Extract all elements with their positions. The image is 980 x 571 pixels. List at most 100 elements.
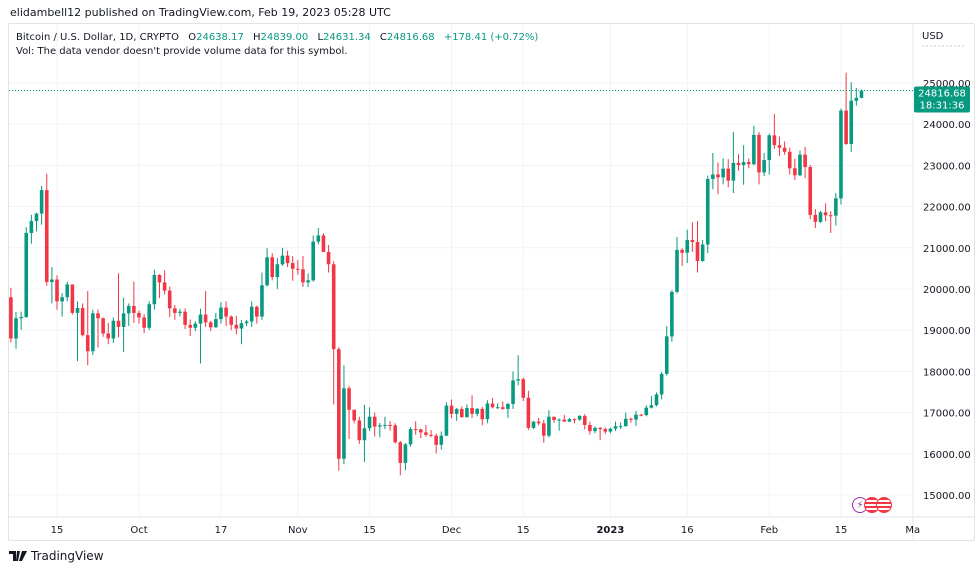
candle-body: [208, 322, 213, 328]
candle-body: [9, 297, 13, 339]
candle-up: [19, 311, 23, 330]
candle-body: [834, 198, 838, 216]
candle-body: [623, 418, 628, 427]
candle-down: [301, 256, 305, 287]
candle-down: [142, 314, 146, 334]
candle-up: [91, 309, 95, 355]
candle-body: [859, 90, 864, 98]
candle-up: [721, 158, 725, 185]
candle-down: [480, 406, 485, 426]
candle-body: [362, 428, 367, 441]
candle-body: [813, 214, 818, 222]
candle-up: [608, 427, 613, 434]
candle-body: [183, 311, 187, 325]
candles: [9, 72, 864, 476]
candle-body: [126, 305, 131, 314]
candle-down: [321, 233, 326, 252]
time-tick-label: Feb: [760, 525, 778, 536]
candle-body: [65, 284, 70, 298]
candle-down: [808, 164, 813, 219]
candle-down: [598, 427, 602, 441]
candle-down: [85, 291, 90, 366]
high-label: H: [253, 32, 261, 43]
candle-down: [55, 275, 59, 310]
candle-body: [470, 408, 474, 414]
candle-body: [793, 168, 797, 176]
publish-info: elidambell12 published on TradingView.co…: [10, 6, 391, 19]
candle-body: [311, 241, 315, 281]
candle-up: [244, 319, 249, 327]
time-tick-label: Oct: [130, 525, 147, 536]
candle-down: [372, 412, 377, 437]
candle-down: [96, 309, 100, 348]
candle-down: [347, 385, 351, 439]
candle-body: [803, 154, 807, 168]
symbol-legend: Bitcoin / U.S. Dollar, 1D, CRYPTO O24638…: [16, 31, 544, 59]
candle-body: [424, 432, 428, 435]
candle-up: [111, 317, 116, 343]
tradingview-logo[interactable]: TradingView: [9, 549, 104, 563]
candle-body: [316, 235, 321, 242]
candle-down: [562, 414, 567, 422]
time-tick-label: 15: [835, 525, 848, 536]
economic-events[interactable]: ⚡: [852, 497, 892, 513]
candle-down: [208, 320, 213, 332]
candle-body: [849, 100, 854, 144]
candle-down: [787, 147, 792, 175]
time-tick-label: 15: [51, 525, 64, 536]
volume-note: Vol: The data vendor doesn't provide vol…: [16, 46, 348, 57]
candle-up: [383, 416, 387, 430]
candle-body: [746, 162, 751, 165]
candle-body: [270, 257, 275, 278]
candle-body: [290, 263, 295, 269]
candle-body: [536, 421, 541, 424]
candle-down: [337, 347, 341, 471]
candle-body: [531, 421, 536, 428]
candle-body: [265, 257, 269, 286]
last-price-value: 24816.68: [918, 89, 966, 100]
candle-down: [588, 421, 592, 435]
us-flag-icon[interactable]: [876, 497, 892, 513]
candle-down: [285, 250, 290, 268]
candle-up: [14, 312, 18, 349]
candle-up: [659, 371, 664, 400]
candle-up: [567, 417, 572, 422]
candle-up: [516, 355, 520, 386]
time-tick-label: Dec: [442, 525, 461, 536]
candle-down: [137, 310, 141, 324]
low-value: 24631.34: [323, 32, 371, 43]
candle-body: [403, 444, 408, 463]
candle-down: [823, 203, 828, 222]
candle-body: [14, 318, 18, 339]
candle-down: [290, 256, 295, 281]
candle-body: [772, 135, 777, 146]
candle-body: [224, 307, 228, 317]
countdown-value: 18:31:36: [920, 101, 965, 112]
candle-up: [849, 82, 854, 152]
candle-body: [367, 416, 372, 429]
candle-down: [449, 399, 454, 419]
candle-up: [613, 421, 618, 432]
candle-body: [24, 232, 29, 318]
symbol-title[interactable]: Bitcoin / U.S. Dollar, 1D, CRYPTO: [16, 32, 180, 43]
candle-down: [132, 281, 136, 323]
candle-body: [157, 274, 162, 283]
candle-body: [572, 419, 577, 421]
candle-body: [96, 313, 100, 319]
candle-down: [80, 303, 85, 337]
candle-body: [280, 255, 285, 265]
candle-body: [618, 426, 623, 428]
candle-body: [629, 418, 633, 420]
candle-body: [521, 379, 526, 398]
candle-body: [700, 244, 705, 261]
candle-down: [116, 273, 121, 338]
time-tick-label: 17: [215, 525, 228, 536]
candle-body: [767, 135, 772, 161]
candle-up: [465, 404, 469, 418]
candle-body: [854, 97, 859, 101]
candle-up: [700, 239, 705, 262]
candle-body: [752, 134, 756, 165]
tradingview-logo-icon: [9, 551, 27, 561]
candle-body: [603, 429, 608, 432]
